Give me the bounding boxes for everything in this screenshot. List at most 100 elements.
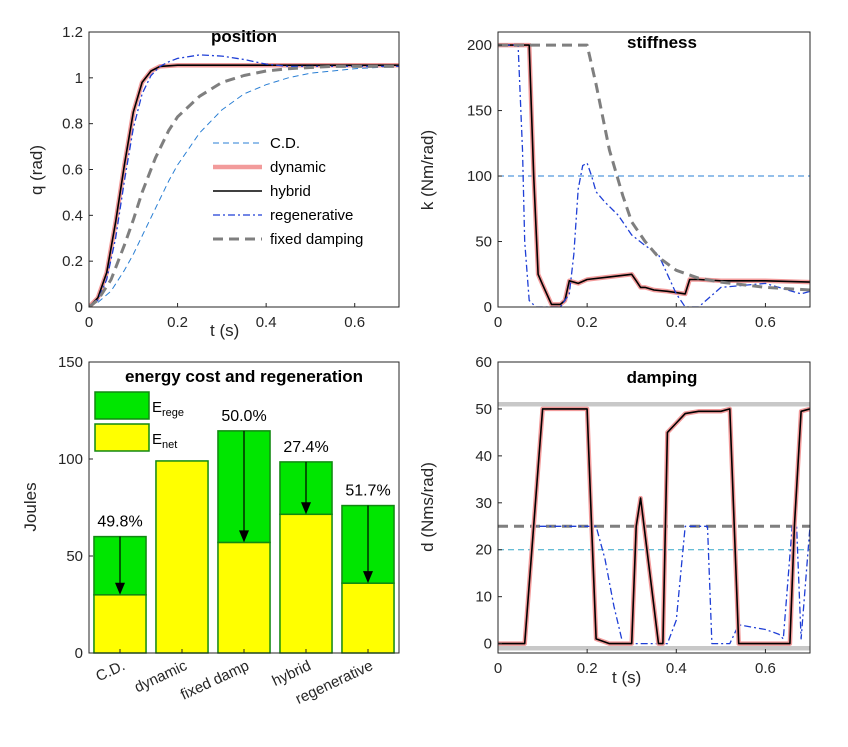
x-tick-label: 0.2 — [577, 314, 598, 331]
energy-bars: 49.8% 50.0% 27.4% 51.7% — [93, 408, 395, 654]
y-tick-label: 0 — [484, 636, 492, 653]
y-tick-label: 0 — [75, 299, 83, 316]
damping-xlabel: t (s) — [612, 668, 641, 687]
position-title: position — [211, 27, 277, 46]
damping-axes-box — [497, 361, 811, 654]
damping-title: damping — [627, 368, 698, 387]
x-tick-label: 0.2 — [577, 660, 598, 677]
energy-title: energy cost and regeneration — [125, 367, 363, 386]
x-tick-label: 0.6 — [755, 660, 776, 677]
category-label: fixed damp — [178, 657, 252, 703]
y-tick-label: 1.2 — [62, 24, 83, 41]
category-label: C.D. — [93, 657, 127, 685]
y-tick-label: 30 — [475, 495, 492, 512]
series-line-fixed-damping — [89, 64, 399, 307]
y-tick-label: 0 — [75, 645, 83, 662]
position-x-ticks: 0 0.2 0.4 0.6 — [85, 303, 365, 331]
bar-net — [341, 582, 395, 654]
damping-y-ticks: 0 10 20 30 40 50 60 — [475, 354, 502, 653]
damping-panel: 0 10 20 30 40 50 60 0 0.2 0.4 0.6 damping t (s) d… — [418, 354, 811, 687]
y-tick-label: 150 — [467, 103, 492, 120]
y-tick-label: 50 — [475, 401, 492, 418]
x-tick-label: 0.4 — [666, 314, 687, 331]
stiffness-series — [498, 42, 810, 307]
position-ylabel: q (rad) — [27, 145, 46, 195]
position-legend: C.D. dynamic hybrid regenerative fixed dampi… — [213, 135, 363, 248]
energy-legend: Erege Enet — [94, 391, 184, 452]
stiffness-x-ticks: 0 0.2 0.4 0.6 — [494, 303, 776, 331]
y-tick-label: 100 — [467, 168, 492, 185]
damping-ylabel: d (Nms/rad) — [418, 462, 437, 552]
series-line-c-d- — [89, 65, 399, 307]
x-tick-label: 0.4 — [256, 314, 277, 331]
position-series — [89, 54, 399, 307]
stiffness-panel: 0 50 100 150 200 0 0.2 0.4 0.6 stiffness k (Nm/… — [418, 31, 811, 331]
bar-net — [155, 460, 209, 654]
legend-label: dynamic — [270, 159, 326, 176]
bar-net — [93, 594, 147, 654]
series-line-hybrid — [498, 408, 810, 645]
y-tick-label: 200 — [467, 37, 492, 54]
stiffness-ylabel: k (Nm/rad) — [418, 130, 437, 210]
legend-swatch-net — [94, 423, 150, 452]
damping-x-ticks: 0 0.2 0.4 0.6 — [494, 649, 776, 677]
position-axes-box — [88, 31, 400, 308]
position-y-ticks: 0 0.2 0.4 0.6 0.8 1 1.2 — [62, 24, 93, 316]
percent-label: 49.8% — [97, 514, 142, 531]
arrow-head — [115, 582, 125, 595]
legend-label-rege: Erege — [152, 399, 184, 419]
percent-label: 27.4% — [283, 439, 328, 456]
arrow-head — [363, 571, 373, 584]
legend-label: C.D. — [270, 135, 300, 152]
legend-label: hybrid — [270, 183, 311, 200]
legend-swatch-rege — [94, 391, 150, 420]
arrow-head — [239, 530, 249, 543]
bar-net — [279, 513, 333, 654]
damping-series — [498, 401, 810, 651]
arrow-head — [301, 502, 311, 515]
energy-panel: 49.8% 50.0% 27.4% 51.7% 0 50 100 150 C.D. dynam… — [21, 354, 400, 708]
stiffness-y-ticks: 0 50 100 150 200 — [467, 37, 502, 316]
x-tick-label: 0 — [494, 314, 502, 331]
y-tick-label: 0 — [484, 299, 492, 316]
y-tick-label: 10 — [475, 589, 492, 606]
energy-y-ticks: 0 50 100 150 — [58, 354, 93, 662]
x-tick-label: 0.6 — [755, 314, 776, 331]
percent-label: 50.0% — [221, 408, 266, 425]
series-line-fixed-damping — [498, 43, 810, 292]
y-tick-label: 150 — [58, 354, 83, 371]
stiffness-axes-box — [497, 31, 811, 308]
series-line-regenerative — [89, 54, 399, 307]
y-tick-label: 60 — [475, 354, 492, 371]
legend-label-net: Enet — [152, 431, 177, 451]
y-tick-label: 100 — [58, 451, 83, 468]
y-tick-label: 0.6 — [62, 162, 83, 179]
series-line-regenerative — [498, 525, 810, 645]
x-tick-label: 0.4 — [666, 660, 687, 677]
x-tick-label: 0 — [494, 660, 502, 677]
y-tick-label: 0.4 — [62, 207, 83, 224]
y-tick-label: 50 — [66, 548, 83, 565]
y-tick-label: 40 — [475, 448, 492, 465]
stiffness-title: stiffness — [627, 33, 697, 52]
series-line-hybrid — [498, 44, 810, 306]
legend-label: regenerative — [270, 207, 353, 224]
series-line-regenerative — [498, 44, 810, 307]
y-tick-label: 20 — [475, 542, 492, 559]
y-tick-label: 0.2 — [62, 253, 83, 270]
x-tick-label: 0.2 — [167, 314, 188, 331]
percent-label: 51.7% — [345, 483, 390, 500]
legend-label: fixed damping — [270, 231, 363, 248]
series-line-dynamic — [89, 62, 399, 307]
x-tick-label: 0 — [85, 314, 93, 331]
y-tick-label: 1 — [75, 70, 83, 87]
x-tick-label: 0.6 — [344, 314, 365, 331]
y-tick-label: 50 — [475, 234, 492, 251]
y-tick-label: 0.8 — [62, 116, 83, 133]
series-line-dynamic — [498, 42, 810, 307]
energy-ylabel: Joules — [21, 482, 40, 531]
position-xlabel: t (s) — [210, 321, 239, 340]
bar-net — [217, 541, 271, 654]
